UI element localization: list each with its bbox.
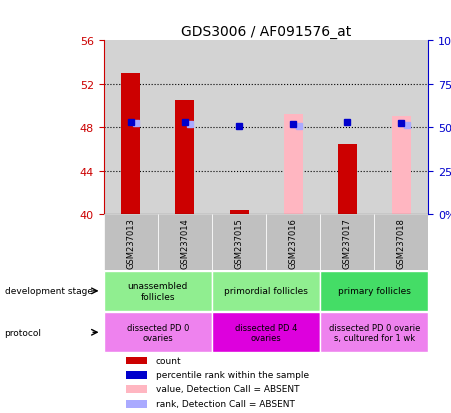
Bar: [320, 313, 428, 352]
Bar: [320, 215, 374, 271]
Bar: [104, 215, 158, 271]
Text: protocol: protocol: [5, 328, 41, 337]
Text: dissected PD 4
ovaries: dissected PD 4 ovaries: [235, 323, 297, 342]
Bar: [212, 271, 320, 311]
Bar: [158, 215, 212, 271]
Bar: [212, 313, 320, 352]
Bar: [212, 215, 266, 271]
Text: primordial follicles: primordial follicles: [224, 287, 308, 296]
Text: GSM237014: GSM237014: [180, 217, 189, 268]
Bar: [126, 385, 147, 393]
Text: rank, Detection Call = ABSENT: rank, Detection Call = ABSENT: [156, 399, 295, 408]
Text: GSM237018: GSM237018: [397, 217, 406, 268]
Text: development stage: development stage: [5, 287, 92, 296]
Text: dissected PD 0
ovaries: dissected PD 0 ovaries: [127, 323, 189, 342]
Text: GSM237015: GSM237015: [235, 217, 244, 268]
Bar: [284, 115, 303, 215]
Bar: [104, 313, 212, 352]
Title: GDS3006 / AF091576_at: GDS3006 / AF091576_at: [181, 25, 351, 39]
Bar: [175, 101, 194, 215]
Text: GSM237013: GSM237013: [126, 217, 135, 268]
Bar: [121, 74, 140, 215]
Text: percentile rank within the sample: percentile rank within the sample: [156, 370, 309, 379]
Bar: [338, 144, 357, 215]
Bar: [126, 371, 147, 379]
Bar: [104, 271, 212, 311]
Text: value, Detection Call = ABSENT: value, Detection Call = ABSENT: [156, 385, 299, 394]
Bar: [374, 215, 428, 271]
Text: count: count: [156, 356, 181, 365]
Text: primary follicles: primary follicles: [338, 287, 411, 296]
Bar: [266, 215, 320, 271]
Bar: [126, 357, 147, 365]
Text: dissected PD 0 ovarie
s, cultured for 1 wk: dissected PD 0 ovarie s, cultured for 1 …: [329, 323, 420, 342]
Text: GSM237016: GSM237016: [289, 217, 298, 268]
Text: unassembled
follicles: unassembled follicles: [128, 282, 188, 301]
Bar: [126, 400, 147, 408]
Text: GSM237017: GSM237017: [343, 217, 352, 268]
Bar: [392, 117, 411, 215]
Bar: [320, 271, 428, 311]
Bar: [230, 211, 249, 215]
